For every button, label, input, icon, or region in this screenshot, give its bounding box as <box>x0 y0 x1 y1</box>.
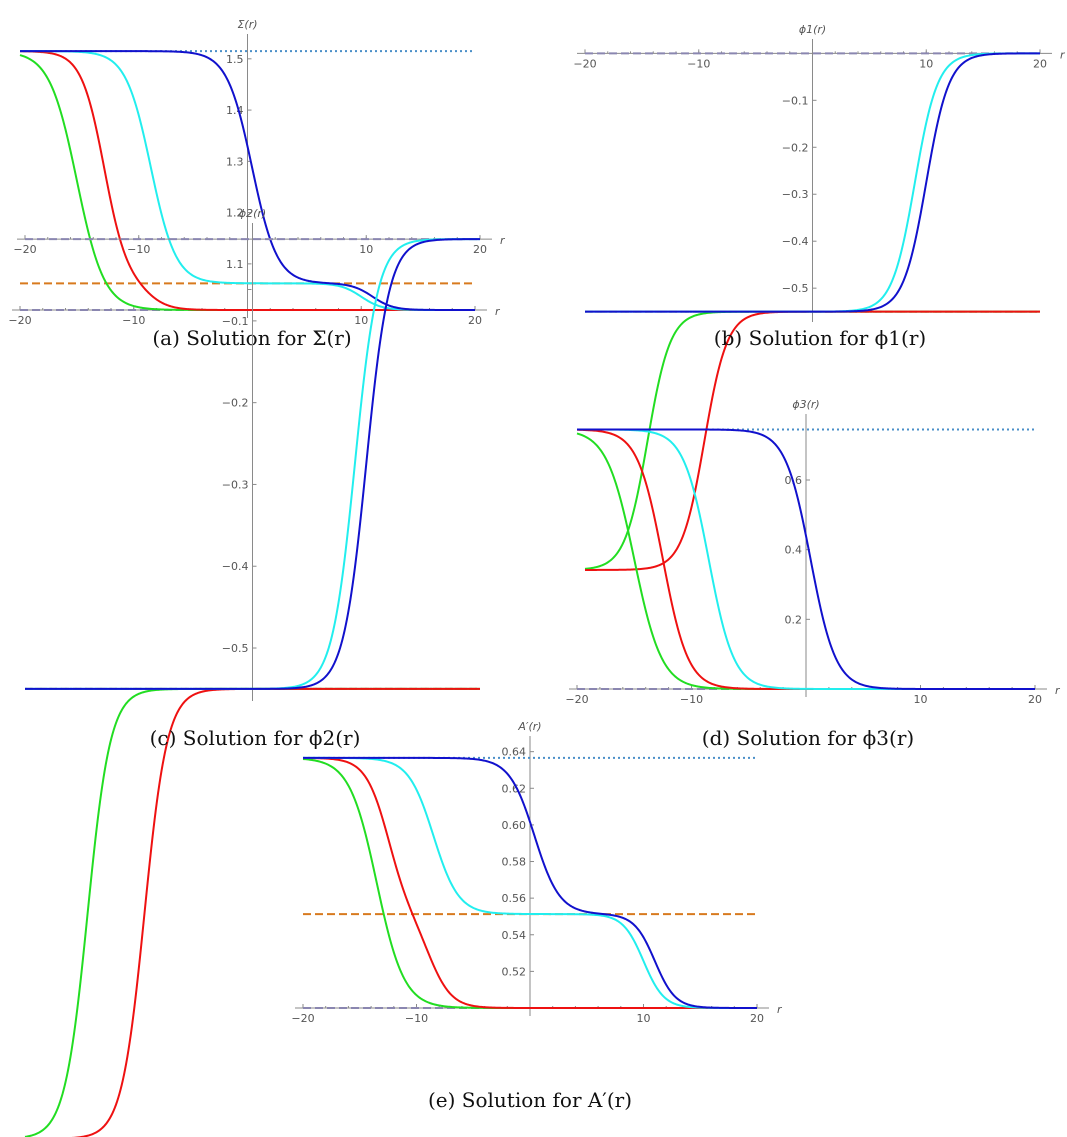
y-axis-label: A′(r) <box>517 720 541 733</box>
y-tick-label: −0.1 <box>782 94 809 107</box>
x-tick-label: 10 <box>914 693 928 706</box>
y-tick-label: −0.4 <box>782 235 809 248</box>
x-tick-label: 20 <box>1033 57 1047 70</box>
series-curve-blue <box>20 50 475 311</box>
x-axis-label: r <box>777 1003 783 1016</box>
x-tick-label: 20 <box>1028 693 1042 706</box>
x-tick-label: 20 <box>473 243 487 256</box>
chart-panel-a: −20 −10 10 201.11.21.31.41.5rΣ(r)(a) Soluti… <box>8 18 501 350</box>
x-axis-label: r <box>495 305 501 318</box>
x-tick-label: 10 <box>919 57 933 70</box>
series-curve-blue <box>25 238 480 690</box>
x-tick-label: −10 <box>687 57 710 70</box>
x-tick-label: −10 <box>122 314 145 327</box>
x-tick-label: 10 <box>354 314 368 327</box>
x-tick-label: −20 <box>291 1012 314 1025</box>
series-curve-blue <box>303 756 757 1009</box>
x-tick-label: −20 <box>573 57 596 70</box>
chart-panel-c: −20 −10 10 20 −0.1 −0.2 −0.3 −0.4 −0.5 r ϕ2(r) (c) … <box>13 207 506 1137</box>
y-tick-label: 0.52 <box>502 965 527 978</box>
x-tick-label: 10 <box>359 243 373 256</box>
y-tick-label: −0.4 <box>222 560 249 573</box>
x-axis-label: r <box>500 234 506 247</box>
chart-panel-b: −20 −10 10 20 −0.1 −0.2 −0.3 −0.4 −0.5 r ϕ1(r) (b) … <box>573 23 1066 571</box>
y-tick-label: 0.64 <box>502 746 527 759</box>
series-curve-red <box>302 756 757 1009</box>
x-tick-label: −20 <box>565 693 588 706</box>
y-tick-label: 0.62 <box>502 782 527 795</box>
series-curve-green <box>584 310 1040 570</box>
series-curve-cyan <box>20 50 475 311</box>
y-tick-label: 1.1 <box>226 258 244 271</box>
chart-panel-e: −20 −10 10 20 0.52 0.54 0.56 0.58 0.60 0.62 0.64 r A… <box>291 720 783 1112</box>
y-tick-label: 0.4 <box>785 544 803 557</box>
x-tick-label: −10 <box>405 1012 428 1025</box>
x-tick-label: −20 <box>13 243 36 256</box>
x-tick-label: −20 <box>8 314 31 327</box>
y-tick-label: −0.2 <box>782 141 809 154</box>
series-curve-red <box>585 310 1040 571</box>
y-tick-label: 1.5 <box>226 53 244 66</box>
series-curve-blue <box>585 52 1040 313</box>
y-tick-label: 1.3 <box>226 155 244 168</box>
x-tick-label: 20 <box>468 314 482 327</box>
y-tick-label: −0.3 <box>222 478 249 491</box>
x-axis-label: r <box>1060 48 1066 61</box>
y-tick-label: −0.3 <box>782 188 809 201</box>
y-tick-label: 1.2 <box>226 207 244 220</box>
y-tick-label: −0.1 <box>222 315 249 328</box>
y-axis-label: ϕ2(r) <box>239 207 266 220</box>
series-curve-blue <box>577 428 1035 690</box>
x-axis-label: r <box>1055 684 1061 697</box>
y-tick-label: −0.5 <box>782 282 809 295</box>
y-axis-label: Σ(r) <box>237 18 257 31</box>
series-curve-cyan <box>303 756 757 1009</box>
x-tick-label: −10 <box>680 693 703 706</box>
x-tick-label: 20 <box>750 1012 764 1025</box>
panel-caption: (e) Solution for A′(r) <box>428 1088 632 1112</box>
y-tick-label: −0.5 <box>222 642 249 655</box>
panel-caption: (d) Solution for ϕ3(r) <box>702 726 914 750</box>
y-tick-label: 0.54 <box>502 929 527 942</box>
y-tick-label: −0.2 <box>222 397 249 410</box>
y-tick-label: 0.2 <box>785 613 803 626</box>
y-tick-label: 0.56 <box>502 892 527 905</box>
panel-caption: (c) Solution for ϕ2(r) <box>150 726 361 750</box>
y-tick-label: 0.58 <box>502 856 527 869</box>
y-axis-label: ϕ3(r) <box>792 398 819 411</box>
panel-caption: (b) Solution for ϕ1(r) <box>714 326 926 350</box>
x-tick-label: −10 <box>127 243 150 256</box>
y-tick-label: 0.60 <box>502 819 527 832</box>
y-axis-label: ϕ1(r) <box>799 23 826 36</box>
x-tick-label: 10 <box>637 1012 651 1025</box>
